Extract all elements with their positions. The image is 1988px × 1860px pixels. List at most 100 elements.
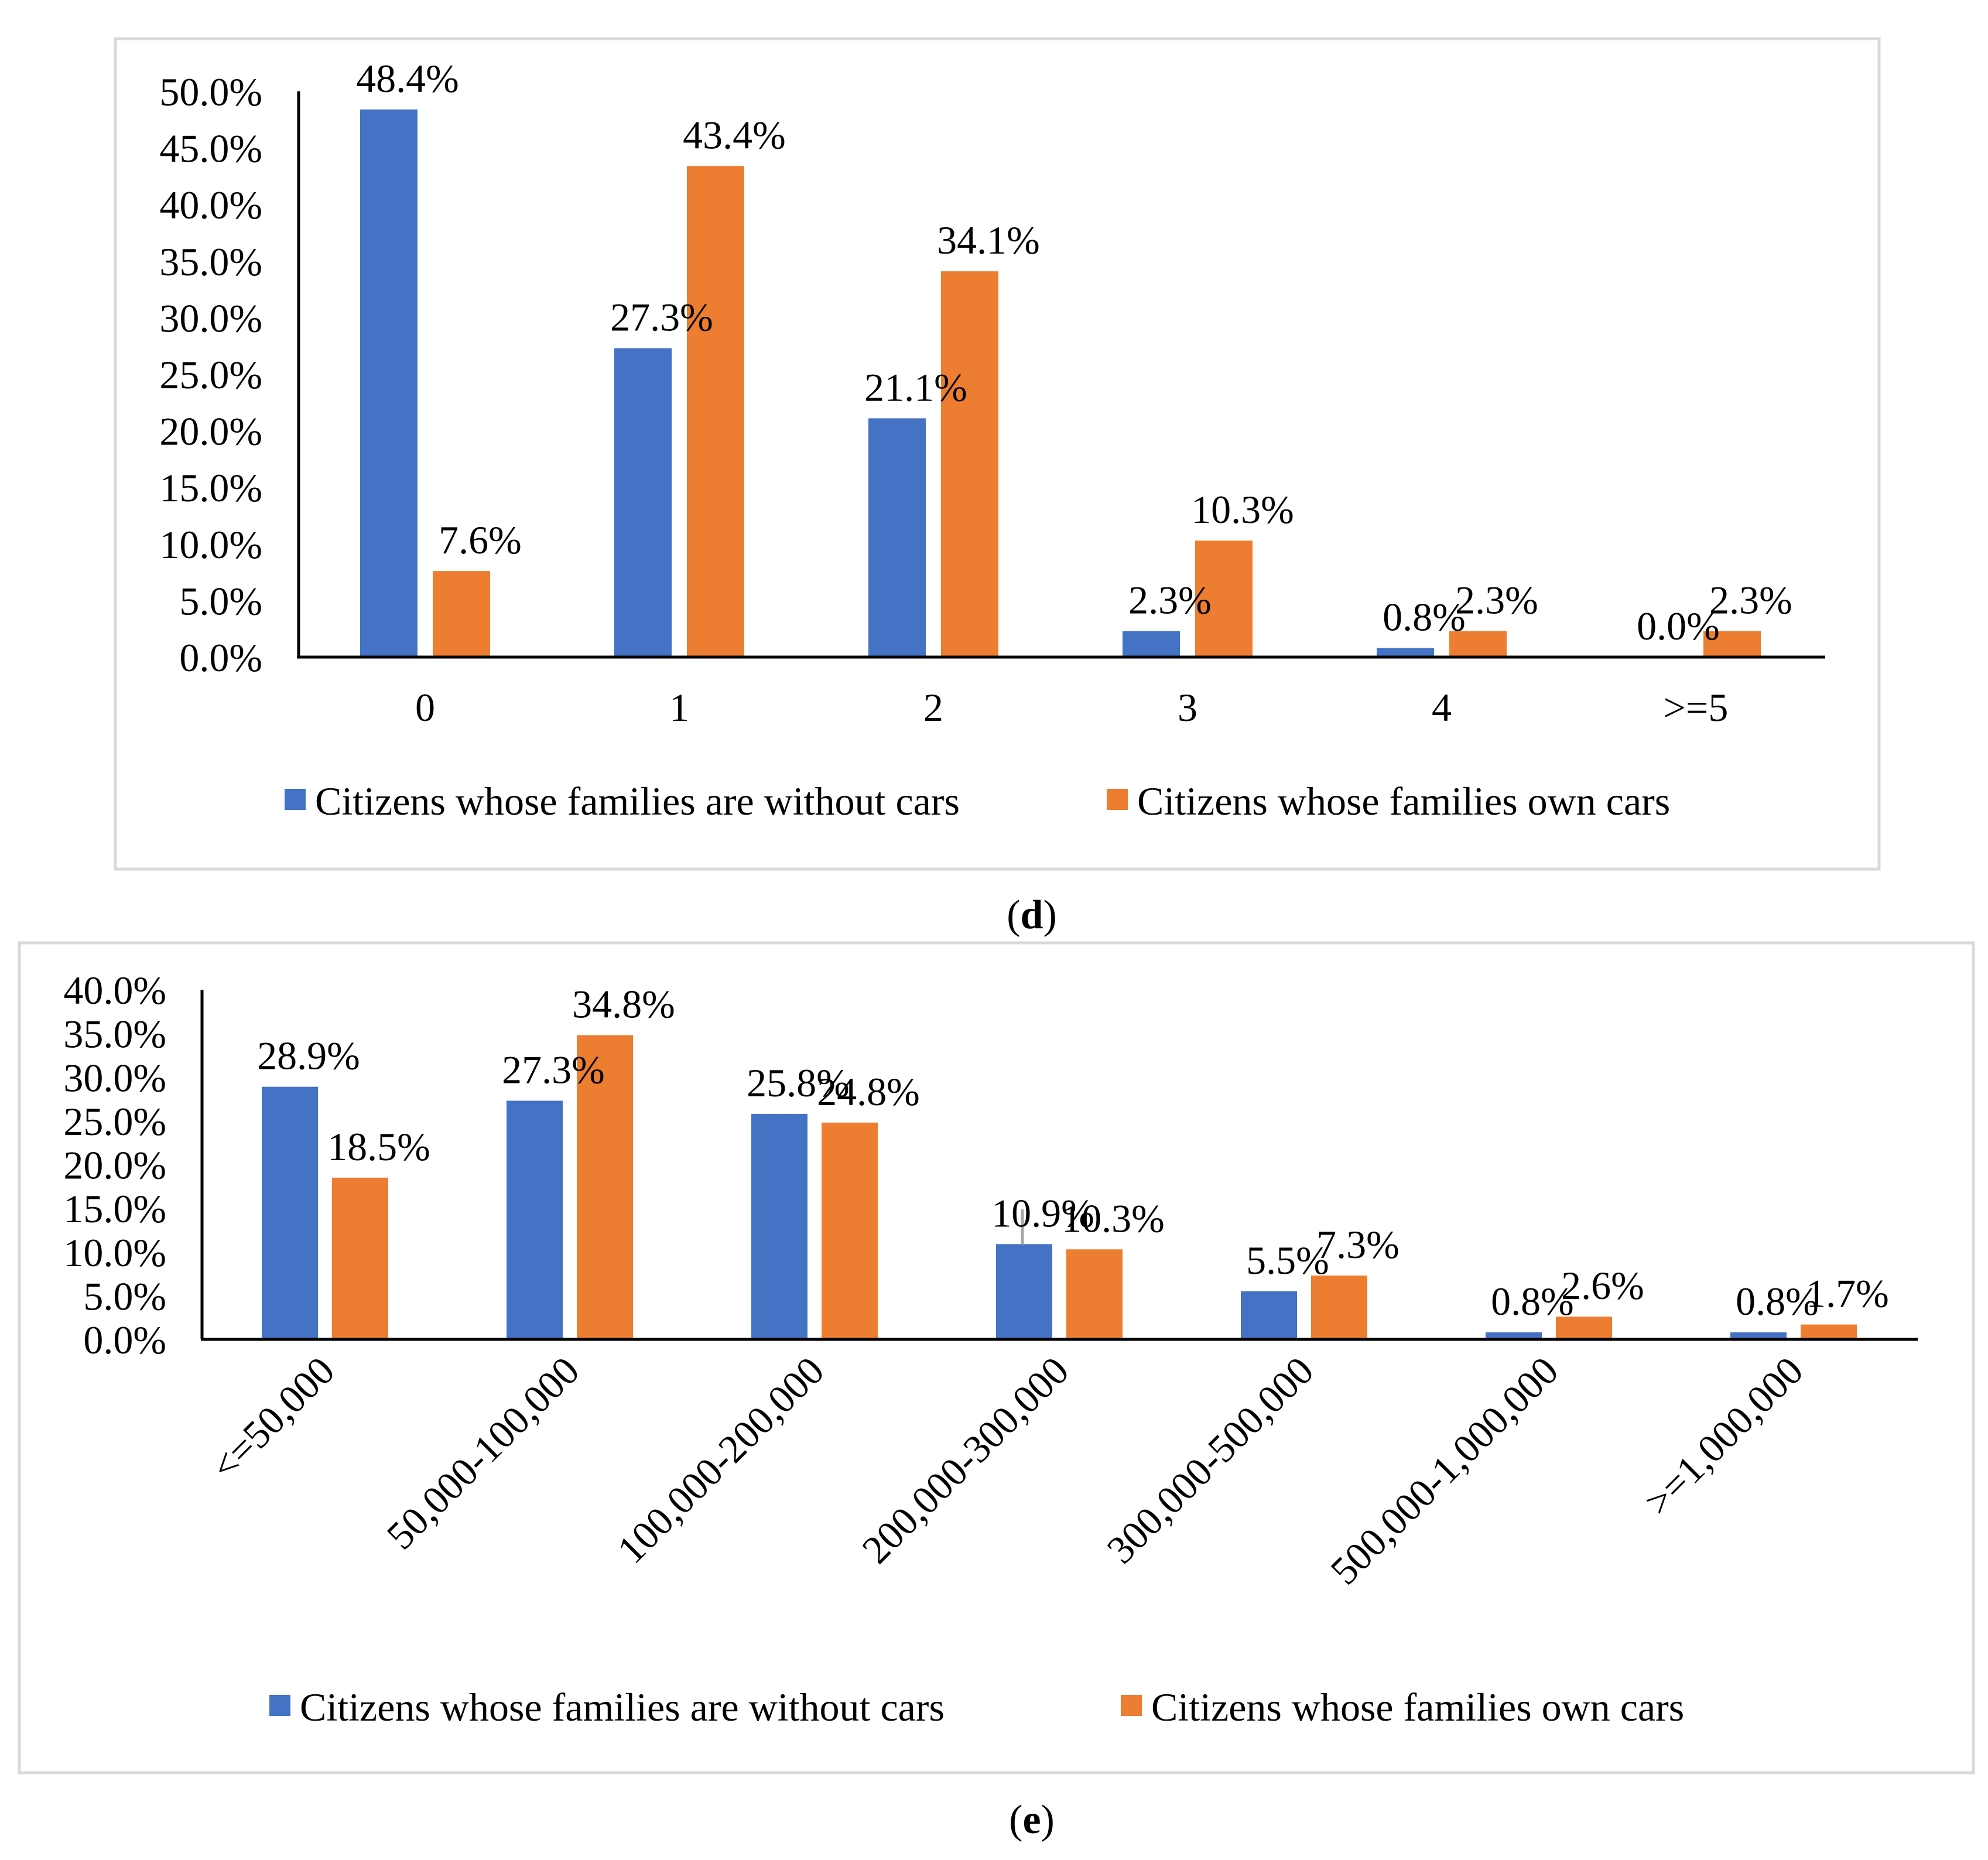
data-label-series2: 10.3%	[1062, 1196, 1165, 1240]
y-tick-label: 40.0%	[159, 183, 262, 227]
bar-series1	[360, 109, 418, 658]
data-label-series1: 48.4%	[356, 56, 459, 101]
bar-series1	[996, 1244, 1052, 1339]
y-tick-label: 20.0%	[63, 1143, 166, 1188]
caption-d-open: (	[1007, 893, 1020, 938]
x-category-label: 0	[415, 685, 435, 730]
bar-series2	[1703, 631, 1761, 657]
x-category-label: 3	[1178, 685, 1197, 730]
data-label-series2: 18.5%	[327, 1124, 430, 1169]
panel-d-legend-item-own-cars: Citizens whose families own cars	[1107, 779, 1670, 823]
data-label-series1: 2.3%	[1128, 578, 1212, 623]
panel-d-caption: (d)	[1007, 893, 1057, 938]
data-label-series1: 27.3%	[502, 1048, 605, 1092]
legend-label-own-cars: Citizens whose families own cars	[1151, 1685, 1684, 1729]
panel-d-legend-item-without-cars: Citizens whose families are without cars	[285, 779, 960, 823]
bar-series1	[1123, 631, 1180, 657]
y-tick-label: 50.0%	[159, 70, 262, 114]
bar-series1	[868, 418, 926, 657]
y-tick-label: 10.0%	[63, 1230, 166, 1275]
data-label-series2: 7.6%	[439, 518, 522, 562]
panel-d-legend: Citizens whose families are without cars…	[285, 779, 1670, 823]
panel-e-legend-item-without-cars: Citizens whose families are without cars	[269, 1685, 945, 1729]
data-label-series1: 25.8%	[747, 1061, 850, 1105]
x-category-label: 2	[923, 685, 943, 730]
data-label-series1: 0.8%	[1491, 1279, 1574, 1324]
panel-d-y-axis-ticks: 0.0% 5.0% 10.0% 15.0% 20.0% 25.0% 30.0% 35.0% 40…	[159, 70, 262, 680]
y-tick-label: 15.0%	[63, 1187, 166, 1231]
bar-series1	[1486, 1332, 1542, 1339]
y-tick-label: 35.0%	[63, 1012, 166, 1056]
bar-series1	[507, 1100, 563, 1339]
bar-series1	[262, 1086, 318, 1339]
bar-series1	[1241, 1291, 1297, 1339]
bar-series2	[1801, 1324, 1857, 1339]
y-tick-label: 0.0%	[83, 1318, 166, 1362]
panel-d-bars	[360, 109, 1761, 658]
data-label-series2: 2.3%	[1455, 578, 1538, 623]
panel-e-legend-item-own-cars: Citizens whose families own cars	[1121, 1685, 1684, 1729]
bar-series2	[822, 1122, 878, 1339]
bar-series2	[332, 1177, 388, 1339]
data-label-series2: 10.3%	[1191, 487, 1294, 532]
bar-series2	[1066, 1249, 1123, 1339]
caption-d-letter: d	[1021, 893, 1043, 938]
bar-series1	[614, 348, 672, 657]
data-label-series1: 0.8%	[1383, 595, 1466, 640]
y-tick-label: 45.0%	[159, 126, 262, 171]
chart-panel-e: 0.0%5.0%10.0%15.0%20.0%25.0%30.0%35.0%40…	[18, 941, 1975, 1774]
legend-label-without-cars: Citizens whose families are without cars	[315, 779, 960, 823]
y-tick-label: 10.0%	[159, 522, 262, 567]
panel-d-data-labels: 48.4% 7.6% 27.3% 43.4% 21.1% 34.1% 2.3% 10.3% 0.…	[356, 56, 1792, 648]
data-label-series2: 34.8%	[572, 982, 675, 1027]
panel-e-legend: Citizens whose families are without cars…	[269, 1685, 1684, 1729]
data-label-series2: 1.7%	[1806, 1271, 1889, 1316]
data-label-series1: 21.1%	[864, 365, 967, 409]
y-tick-label: 35.0%	[159, 240, 262, 284]
data-label-series1: 28.9%	[257, 1034, 360, 1078]
y-tick-label: 20.0%	[159, 409, 262, 454]
x-category-label: 4	[1432, 685, 1452, 730]
panel-d-category-labels: 0 1 2 3 4 >=5	[415, 685, 1728, 730]
bar-series2	[1311, 1276, 1367, 1339]
data-label-series1: 0.0%	[1637, 604, 1720, 648]
data-label-series2: 43.4%	[683, 113, 786, 158]
bar-series2	[941, 271, 998, 657]
chart-panel-d: 0.0%5.0%10.0%15.0%20.0%25.0%30.0%35.0%40…	[114, 37, 1881, 871]
y-tick-label: 40.0%	[63, 968, 166, 1013]
panel-e-y-axis-ticks: 0.0%5.0%10.0%15.0%20.0%25.0%30.0%35.0%40…	[63, 968, 166, 1362]
bar-series2	[687, 166, 744, 658]
data-label-series2: 34.1%	[937, 218, 1040, 262]
bar-series2	[1449, 631, 1507, 657]
caption-d-close: )	[1043, 893, 1056, 938]
caption-e-close: )	[1041, 1797, 1055, 1842]
y-tick-label: 25.0%	[63, 1099, 166, 1144]
y-tick-label: 5.0%	[83, 1274, 166, 1318]
panel-e-data-labels: 28.9% 18.5% 27.3% 34.8% 25.8%24.8% 10.9%10.3%…	[257, 982, 1889, 1324]
x-category-label: 1	[669, 685, 689, 730]
panel-e-bars	[262, 1035, 1857, 1339]
legend-swatch-own-cars	[1107, 789, 1128, 810]
bar-series1	[1377, 648, 1434, 657]
panel-e-caption: (e)	[1009, 1797, 1055, 1842]
bar-series2	[433, 571, 490, 657]
caption-e-open: (	[1009, 1797, 1022, 1842]
bar-series1	[1730, 1332, 1787, 1339]
y-tick-label: 25.0%	[159, 353, 262, 397]
panel-e-frame	[18, 941, 1975, 1774]
data-label-series2: 2.6%	[1561, 1263, 1644, 1308]
legend-swatch-own-cars	[1121, 1695, 1142, 1716]
bar-series2	[577, 1035, 633, 1339]
data-label-series2: 24.8%	[817, 1069, 920, 1114]
caption-e-letter: e	[1022, 1797, 1041, 1842]
legend-label-own-cars: Citizens whose families own cars	[1137, 779, 1670, 823]
y-tick-label: 30.0%	[159, 296, 262, 340]
y-tick-label: 15.0%	[159, 466, 262, 510]
y-tick-label: 30.0%	[63, 1055, 166, 1100]
bar-series1	[751, 1113, 807, 1339]
data-label-series2: 7.3%	[1316, 1222, 1400, 1267]
data-label-series1: 5.5%	[1246, 1238, 1329, 1283]
x-category-label: >=5	[1664, 685, 1729, 730]
legend-label-without-cars: Citizens whose families are without cars	[300, 1685, 945, 1729]
